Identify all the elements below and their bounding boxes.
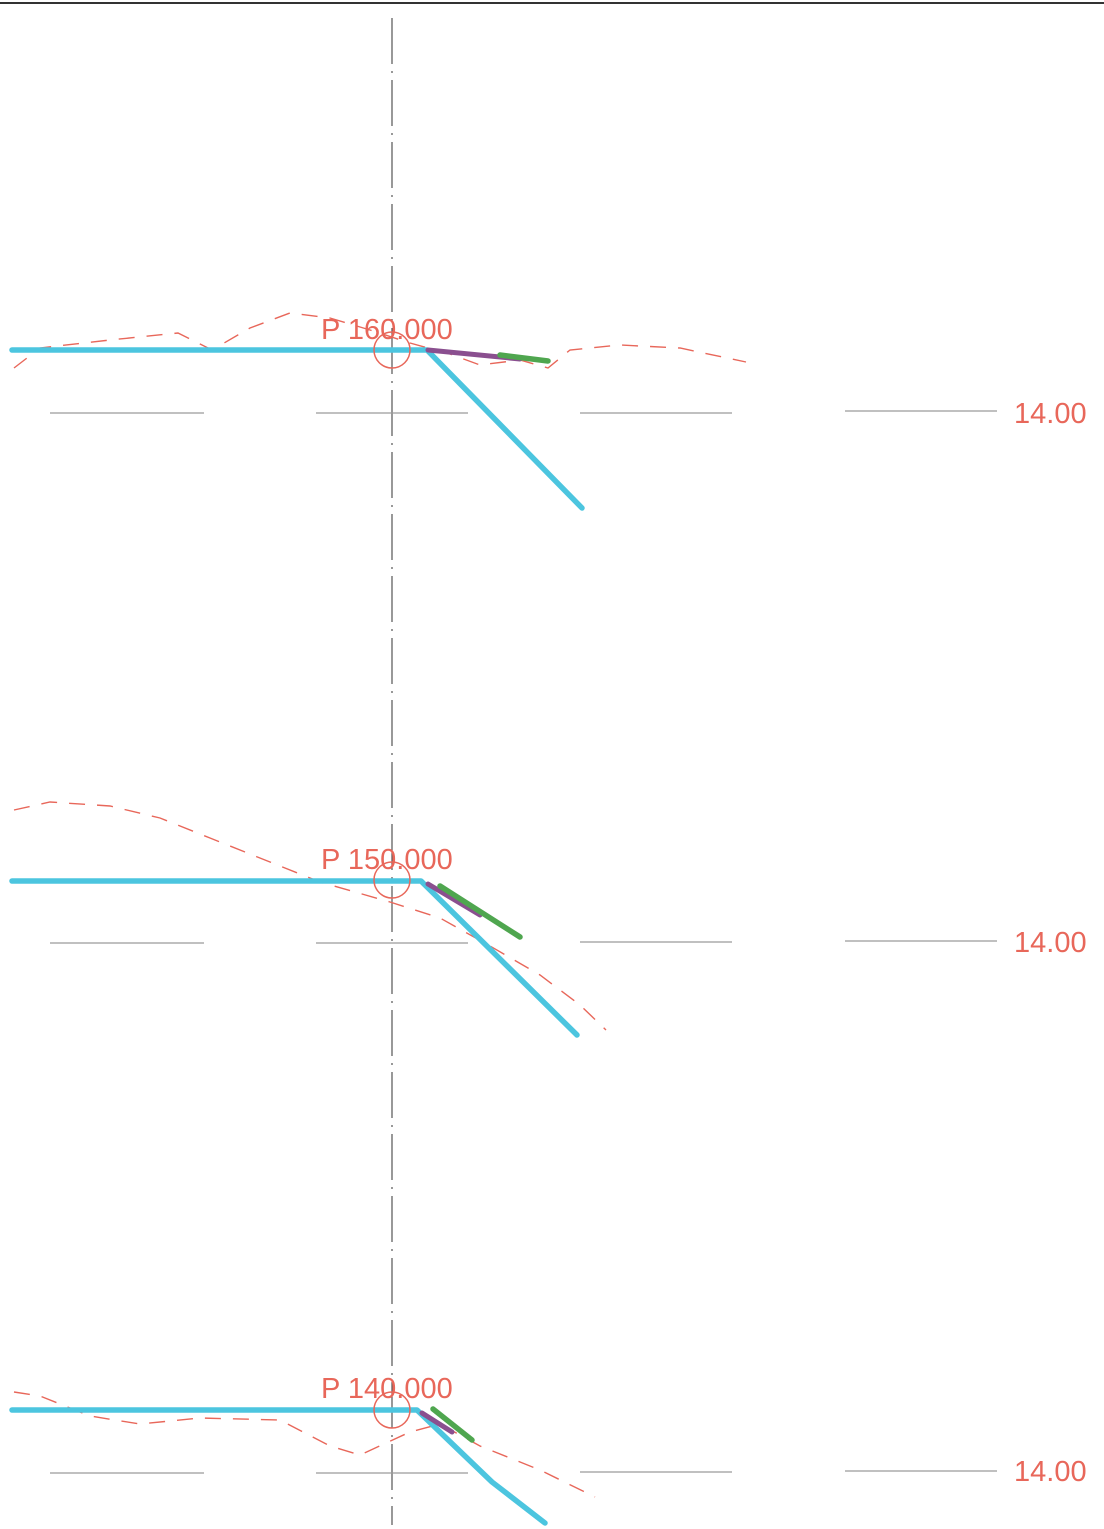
station-label-3: P 140.000: [321, 1373, 453, 1405]
reference-line-2: [50, 941, 997, 943]
existing-ground-line-2: [14, 802, 606, 1030]
design-profile-line-1: [12, 350, 582, 508]
cross-section-3: P 140.000 14.00: [12, 1373, 1087, 1523]
elevation-label-2: 14.00: [1014, 927, 1087, 959]
station-label-1: P 160.000: [321, 314, 453, 346]
elevation-label-1: 14.00: [1014, 398, 1087, 430]
design-profile-line-3: [12, 1410, 545, 1523]
design-profile-line-2: [12, 881, 577, 1035]
reference-line-3: [50, 1471, 997, 1473]
elevation-label-3: 14.00: [1014, 1456, 1087, 1488]
station-label-2: P 150.000: [321, 844, 453, 876]
cross-section-2: P 150.000 14.00: [12, 802, 1087, 1035]
cross-section-1: P 160.000 14.00: [12, 313, 1087, 508]
reference-line-1: [50, 411, 997, 413]
